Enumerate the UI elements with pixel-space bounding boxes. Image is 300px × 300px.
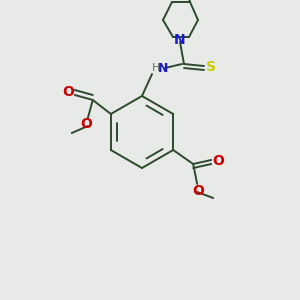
Text: N: N	[174, 33, 186, 47]
Text: O: O	[62, 85, 74, 99]
Text: O: O	[212, 154, 224, 168]
Text: O: O	[192, 184, 204, 198]
Text: O: O	[80, 117, 92, 131]
Text: N: N	[158, 61, 168, 74]
Text: H: H	[152, 63, 160, 73]
Text: S: S	[206, 60, 216, 74]
